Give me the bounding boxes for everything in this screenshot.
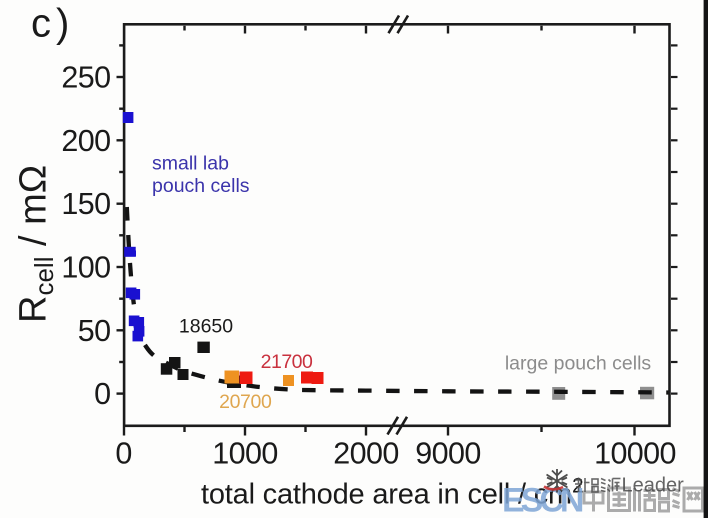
svg-text:150: 150 bbox=[61, 187, 110, 221]
svg-text:1000: 1000 bbox=[212, 437, 277, 471]
svg-text:9000: 9000 bbox=[415, 437, 480, 471]
svg-text:18650: 18650 bbox=[179, 316, 233, 338]
svg-text:50: 50 bbox=[78, 314, 111, 348]
svg-text:20700: 20700 bbox=[219, 391, 272, 413]
svg-text:250: 250 bbox=[61, 61, 110, 95]
svg-text:Rcell / mΩ: Rcell / mΩ bbox=[13, 165, 60, 323]
svg-text:Leader: Leader bbox=[622, 475, 685, 497]
svg-text:total cathode area in cell / c: total cathode area in cell / cm2 bbox=[201, 475, 583, 511]
svg-text:100: 100 bbox=[61, 251, 110, 285]
svg-text:10000: 10000 bbox=[594, 437, 676, 471]
svg-text:small lab: small lab bbox=[152, 153, 229, 175]
svg-text:21700: 21700 bbox=[261, 351, 313, 373]
svg-text:0: 0 bbox=[94, 377, 110, 411]
svg-text:ESCN: ESCN bbox=[502, 482, 583, 518]
svg-text:0: 0 bbox=[115, 437, 131, 471]
svg-text:200: 200 bbox=[61, 124, 110, 158]
svg-text:large pouch cells: large pouch cells bbox=[505, 353, 652, 375]
svg-text:2000: 2000 bbox=[333, 437, 398, 471]
svg-text:c): c) bbox=[31, 2, 74, 46]
svg-text:pouch cells: pouch cells bbox=[152, 175, 250, 197]
